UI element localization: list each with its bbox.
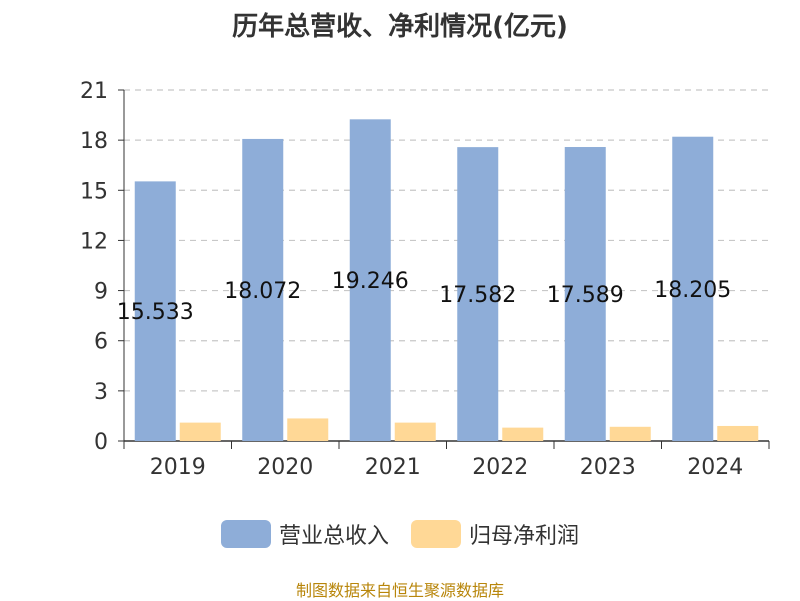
bar-revenue-2021 xyxy=(349,119,391,441)
y-tick-label: 21 xyxy=(80,79,108,104)
bar-revenue-2019 xyxy=(134,181,176,441)
x-tick-label: 2019 xyxy=(150,455,206,480)
chart-title: 历年总营收、净利情况(亿元) xyxy=(232,12,568,42)
bar-net-profit-2019 xyxy=(179,422,221,441)
legend: 营业总收入 归母净利润 xyxy=(0,518,800,550)
data-label: 17.582 xyxy=(439,283,516,308)
bar-revenue-2020 xyxy=(242,138,284,441)
bar-net-profit-2024 xyxy=(717,425,759,441)
y-tick-label: 6 xyxy=(94,330,108,355)
x-tick-label: 2022 xyxy=(472,455,528,480)
data-label: 18.072 xyxy=(224,279,301,304)
x-tick-label: 2024 xyxy=(687,455,743,480)
data-label: 19.246 xyxy=(332,269,409,294)
x-tick-label: 2021 xyxy=(365,455,421,480)
bar-net-profit-2022 xyxy=(502,427,544,441)
axes: 0 3 6 9 12 15 18 21 2019 2020 2021 2022 2023 2024 xyxy=(80,79,770,480)
data-label: 15.533 xyxy=(117,300,194,325)
y-tick-label: 18 xyxy=(80,129,108,154)
bars xyxy=(134,119,759,441)
legend-swatch-revenue xyxy=(220,520,271,548)
legend-label-revenue: 营业总收入 xyxy=(278,524,389,549)
data-label: 18.205 xyxy=(654,278,731,303)
y-tick-label: 9 xyxy=(94,280,108,305)
bar-net-profit-2021 xyxy=(394,422,436,441)
data-labels: 15.533 18.072 19.246 17.582 17.589 18.205 xyxy=(117,269,731,325)
bar-revenue-2024 xyxy=(672,136,714,441)
bar-revenue-2022 xyxy=(457,147,499,441)
y-tick-label: 0 xyxy=(94,430,108,455)
y-tick-label: 12 xyxy=(80,229,108,254)
legend-item-net-profit[interactable]: 归母净利润 xyxy=(411,518,579,550)
gridlines xyxy=(124,89,769,392)
bar-net-profit-2023 xyxy=(609,426,651,441)
data-label: 17.589 xyxy=(547,283,624,308)
legend-item-revenue[interactable]: 营业总收入 xyxy=(220,518,389,550)
x-tick-label: 2020 xyxy=(257,455,313,480)
bar-net-profit-2020 xyxy=(287,418,329,441)
y-tick-label: 15 xyxy=(80,179,108,204)
legend-swatch-net-profit xyxy=(411,520,461,548)
bar-revenue-2023 xyxy=(564,147,606,441)
y-tick-label: 3 xyxy=(94,380,108,405)
x-tick-label: 2023 xyxy=(580,455,636,480)
source-note: 制图数据来自恒生聚源数据库 xyxy=(295,581,504,600)
legend-label-net-profit: 归母净利润 xyxy=(469,524,580,549)
